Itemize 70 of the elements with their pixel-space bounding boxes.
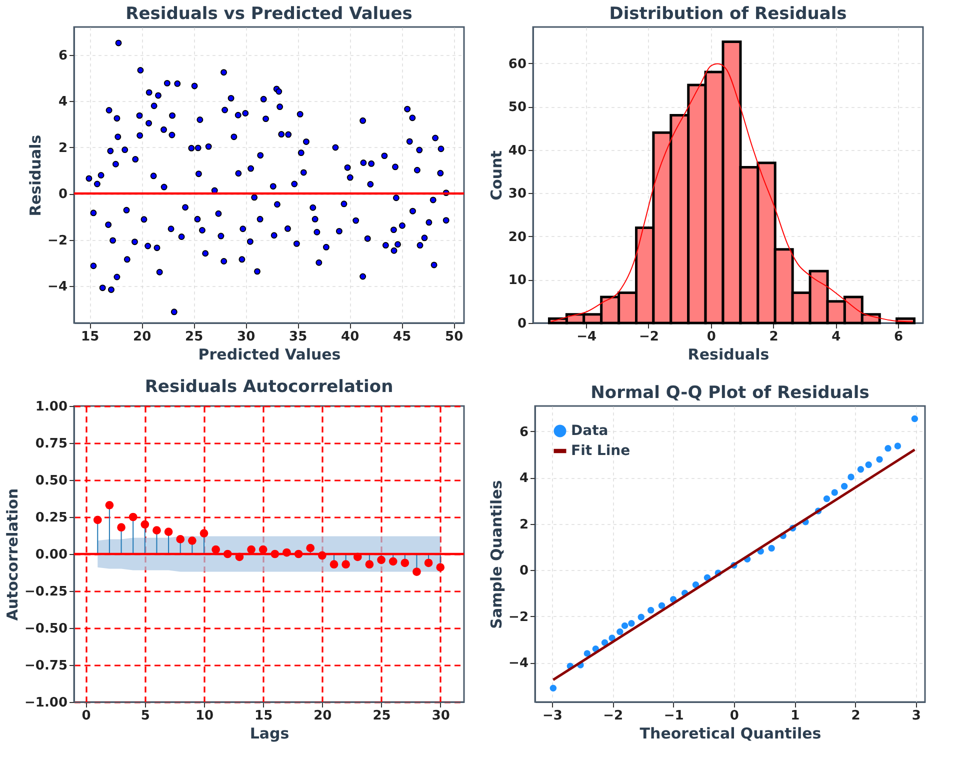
x-tick-label: 15 [254, 708, 273, 724]
y-tick-label: 0 [519, 564, 528, 579]
chart-title: Normal Q-Q Plot of Residuals [590, 383, 870, 403]
y-tick-label: 20 [508, 230, 526, 245]
x-tick-label: 2 [851, 708, 860, 724]
x-tick-label: 35 [289, 330, 308, 344]
y-tick-label: 4 [519, 471, 528, 486]
y-axis-title: Count [487, 150, 506, 200]
x-tick-label: 20 [133, 330, 152, 344]
x-tick-label: 25 [372, 708, 391, 724]
y-tick-label: 2 [519, 517, 528, 532]
y-tick-label: 40 [508, 143, 526, 158]
x-axis-title: Theoretical Quantiles [640, 724, 822, 742]
y-axis-title: Autocorrelation [4, 488, 22, 621]
y-tick-label: 2 [58, 140, 68, 156]
x-tick-label: 6 [894, 330, 904, 344]
y-tick-label: −0.75 [24, 658, 68, 674]
x-tick-label: 2 [769, 330, 778, 344]
x-tick-label: 50 [445, 330, 464, 344]
x-tick-label: 30 [237, 330, 256, 344]
y-tick-label: 10 [508, 273, 526, 288]
x-tick-label: 0 [82, 708, 91, 724]
x-tick-label: 30 [432, 708, 450, 724]
y-axis-title: Residuals [26, 134, 45, 216]
y-axis-title: Sample Quantiles [488, 480, 506, 629]
y-tick-label: 0.00 [35, 548, 68, 562]
x-tick-label: 3 [912, 708, 921, 724]
chart-title: Residuals Autocorrelation [144, 377, 394, 397]
y-tick-label: 60 [508, 56, 526, 72]
y-tick-label: −0.25 [24, 584, 68, 600]
y-tick-label: 1.00 [35, 400, 68, 414]
x-tick-label: 4 [832, 330, 841, 344]
y-tick-label: 30 [508, 186, 526, 202]
x-axis-title: Residuals [688, 346, 770, 364]
y-tick-label: 0 [58, 187, 68, 202]
y-tick-label: 0.75 [35, 436, 68, 452]
y-tick-label: −4 [508, 656, 528, 672]
y-tick-label: 0.50 [35, 474, 68, 488]
x-tick-label: 40 [341, 330, 360, 344]
y-tick-label: 50 [508, 100, 526, 116]
y-tick-label: −4 [48, 280, 68, 294]
y-tick-label: 6 [519, 424, 528, 440]
x-tick-label: 45 [393, 330, 412, 344]
y-tick-label: −0.50 [24, 622, 68, 636]
x-tick-label: −2 [603, 708, 624, 724]
x-tick-label: 25 [185, 330, 204, 344]
x-tick-label: −3 [542, 708, 562, 724]
x-tick-label: −4 [576, 330, 597, 344]
x-tick-label: 0 [730, 708, 739, 724]
x-axis-title: Predicted Values [198, 346, 341, 364]
y-tick-label: 0.25 [35, 510, 68, 526]
y-tick-label: 4 [58, 94, 68, 110]
x-tick-label: 5 [140, 708, 150, 724]
x-axis-title: Lags [250, 724, 290, 742]
y-tick-label: 0 [517, 316, 526, 332]
x-tick-label: 1 [790, 708, 800, 724]
y-tick-label: −1.00 [24, 696, 68, 710]
x-tick-label: −2 [638, 330, 659, 344]
y-tick-label: 6 [58, 48, 68, 64]
legend-label: Fit Line [571, 443, 630, 459]
legend-label: Data [571, 423, 608, 439]
y-tick-label: −2 [48, 233, 68, 248]
chart-title: Distribution of Residuals [609, 4, 847, 24]
x-tick-label: 20 [314, 708, 332, 724]
chart-title: Residuals vs Predicted Values [126, 4, 412, 24]
y-tick-label: −2 [508, 610, 528, 625]
x-tick-label: −1 [664, 708, 684, 724]
x-tick-label: 15 [81, 330, 100, 344]
x-tick-label: 0 [706, 330, 716, 344]
x-tick-label: 10 [195, 708, 214, 724]
